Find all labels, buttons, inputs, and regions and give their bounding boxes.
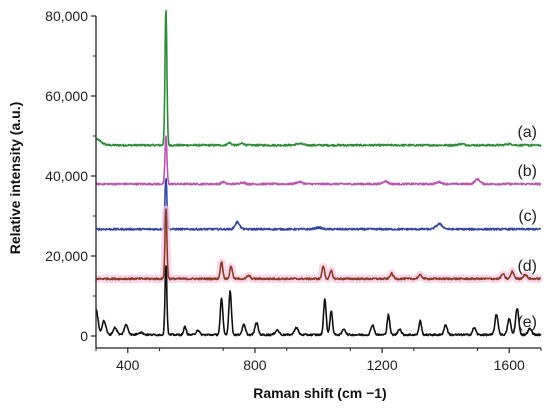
series-a-line xyxy=(95,9,542,147)
series-label-d: (d) xyxy=(517,258,537,275)
axes-layer xyxy=(95,16,541,349)
x-tick-label-1600: 1600 xyxy=(494,357,525,373)
x-axis-title: Raman shift (cm −1) xyxy=(253,385,386,401)
x-tick-label-400: 400 xyxy=(116,357,140,373)
y-tick-label-80000: 80,000 xyxy=(45,8,88,24)
series-label-a: (a) xyxy=(517,124,537,141)
y-tick-label-40000: 40,000 xyxy=(45,168,88,184)
series-e-line xyxy=(95,265,542,337)
y-tick-label-60000: 60,000 xyxy=(45,88,88,104)
series-d-line xyxy=(95,208,542,281)
x-tick-label-800: 800 xyxy=(243,357,267,373)
series-label-e: (e) xyxy=(517,314,537,331)
y-tick-label-20000: 20,000 xyxy=(45,248,88,264)
series-label-b: (b) xyxy=(517,163,537,180)
series-d-halo xyxy=(93,205,544,284)
tick-labels: 400 800 1200 1600 0 20,000 40,000 60,000 80,000 xyxy=(45,8,542,373)
x-tick-label-1200: 1200 xyxy=(366,357,397,373)
series-layer: (a) (b) (c) (d) (e) xyxy=(93,9,544,337)
y-axis-title: Relative intensity (a.u.) xyxy=(7,102,23,254)
series-b-line xyxy=(95,135,542,186)
y-tick-label-0: 0 xyxy=(80,328,88,344)
series-label-c: (c) xyxy=(518,208,537,225)
